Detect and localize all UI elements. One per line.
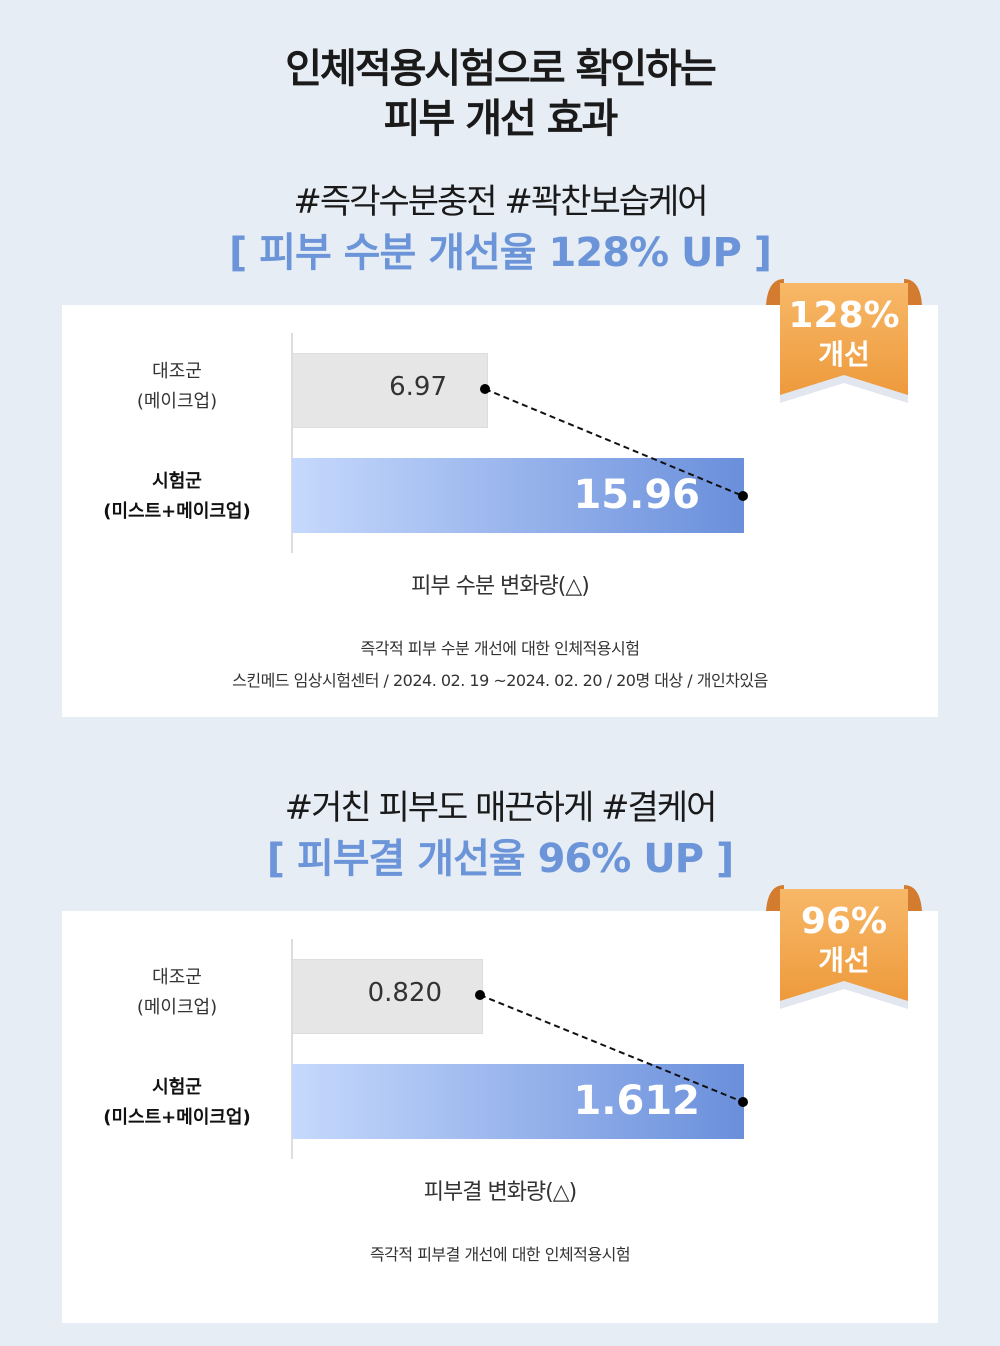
hashtags: #거친 피부도 매끈하게 #결케어 xyxy=(284,788,718,828)
control-label-name: 대조군 xyxy=(152,361,202,382)
control-label-desc: (메이크업) xyxy=(136,997,218,1018)
test-point xyxy=(738,491,748,501)
test-label: 시험군 (미스트+메이크업) xyxy=(82,467,272,527)
axis-line xyxy=(291,939,293,1159)
study-note: 즉각적 피부결 개선에 대한 인체적용시험 xyxy=(369,1245,631,1264)
ribbon-icon xyxy=(766,279,922,403)
control-value: 0.820 xyxy=(367,978,442,1008)
badge-label: 개선 xyxy=(818,338,870,371)
result-panel: 대조군 (메이크업) 시험군 (미스트+메이크업) 0.820 1.612 피부결 … xyxy=(62,885,938,1323)
badge-value: 128% xyxy=(788,295,900,336)
test-value: 1.612 xyxy=(573,1078,700,1124)
test-value: 15.96 xyxy=(573,472,700,518)
title-line-2: 피부 개선 효과 xyxy=(383,96,619,142)
headline: [ 피부 수분 개선율 128% UP ] xyxy=(228,230,772,276)
test-label-desc: (미스트+메이크업) xyxy=(103,1107,251,1128)
title-line-1: 인체적용시험으로 확인하는 xyxy=(285,46,717,92)
control-bar: 0.820 xyxy=(292,959,483,1034)
result-panel: 대조군 (메이크업) 시험군 (미스트+메이크업) 6.97 15.96 피부 수분… xyxy=(62,279,938,717)
badge-value: 96% xyxy=(800,901,888,942)
page-title: 인체적용시험으로 확인하는 피부 개선 효과 xyxy=(0,44,1000,144)
x-axis-label: 피부결 변화량(△) xyxy=(423,1180,578,1205)
test-bar: 1.612 xyxy=(292,1064,744,1139)
control-label-desc: (메이크업) xyxy=(136,391,218,412)
axis-line xyxy=(291,333,293,553)
trend-line xyxy=(480,384,748,501)
x-axis-label: 피부 수분 변화량(△) xyxy=(411,574,590,599)
study-source: 스킨메드 임상시험센터 / 2024. 02. 19 ~2024. 02. 20… xyxy=(232,671,768,690)
section-moisture: #즉각수분충전 #꽉찬보습케어 [ 피부 수분 개선율 128% UP ] 대조… xyxy=(0,180,1000,740)
test-label-name: 시험군 xyxy=(152,471,202,492)
hashtags: #즉각수분충전 #꽉찬보습케어 xyxy=(293,182,708,222)
ribbon-icon xyxy=(766,885,922,1009)
control-label: 대조군 (메이크업) xyxy=(82,963,272,1023)
test-bar: 15.96 xyxy=(292,458,744,533)
trend-line xyxy=(475,990,748,1107)
control-point xyxy=(475,990,485,1000)
control-label-name: 대조군 xyxy=(152,967,202,988)
control-label: 대조군 (메이크업) xyxy=(82,357,272,417)
control-bar: 6.97 xyxy=(292,353,488,428)
badge-label: 개선 xyxy=(818,944,870,977)
control-point xyxy=(480,384,490,394)
improvement-badge: 96% 개선 xyxy=(766,885,922,1009)
test-label: 시험군 (미스트+메이크업) xyxy=(82,1073,272,1133)
study-note: 즉각적 피부 수분 개선에 대한 인체적용시험 xyxy=(360,639,640,658)
test-label-desc: (미스트+메이크업) xyxy=(103,501,251,522)
test-label-name: 시험군 xyxy=(152,1077,202,1098)
headline: [ 피부결 개선율 96% UP ] xyxy=(266,836,735,882)
test-point xyxy=(738,1097,748,1107)
control-value: 6.97 xyxy=(389,372,447,402)
improvement-badge: 128% 개선 xyxy=(766,279,922,403)
section-texture: #거친 피부도 매끈하게 #결케어 [ 피부결 개선율 96% UP ] 대조군… xyxy=(0,786,1000,1346)
